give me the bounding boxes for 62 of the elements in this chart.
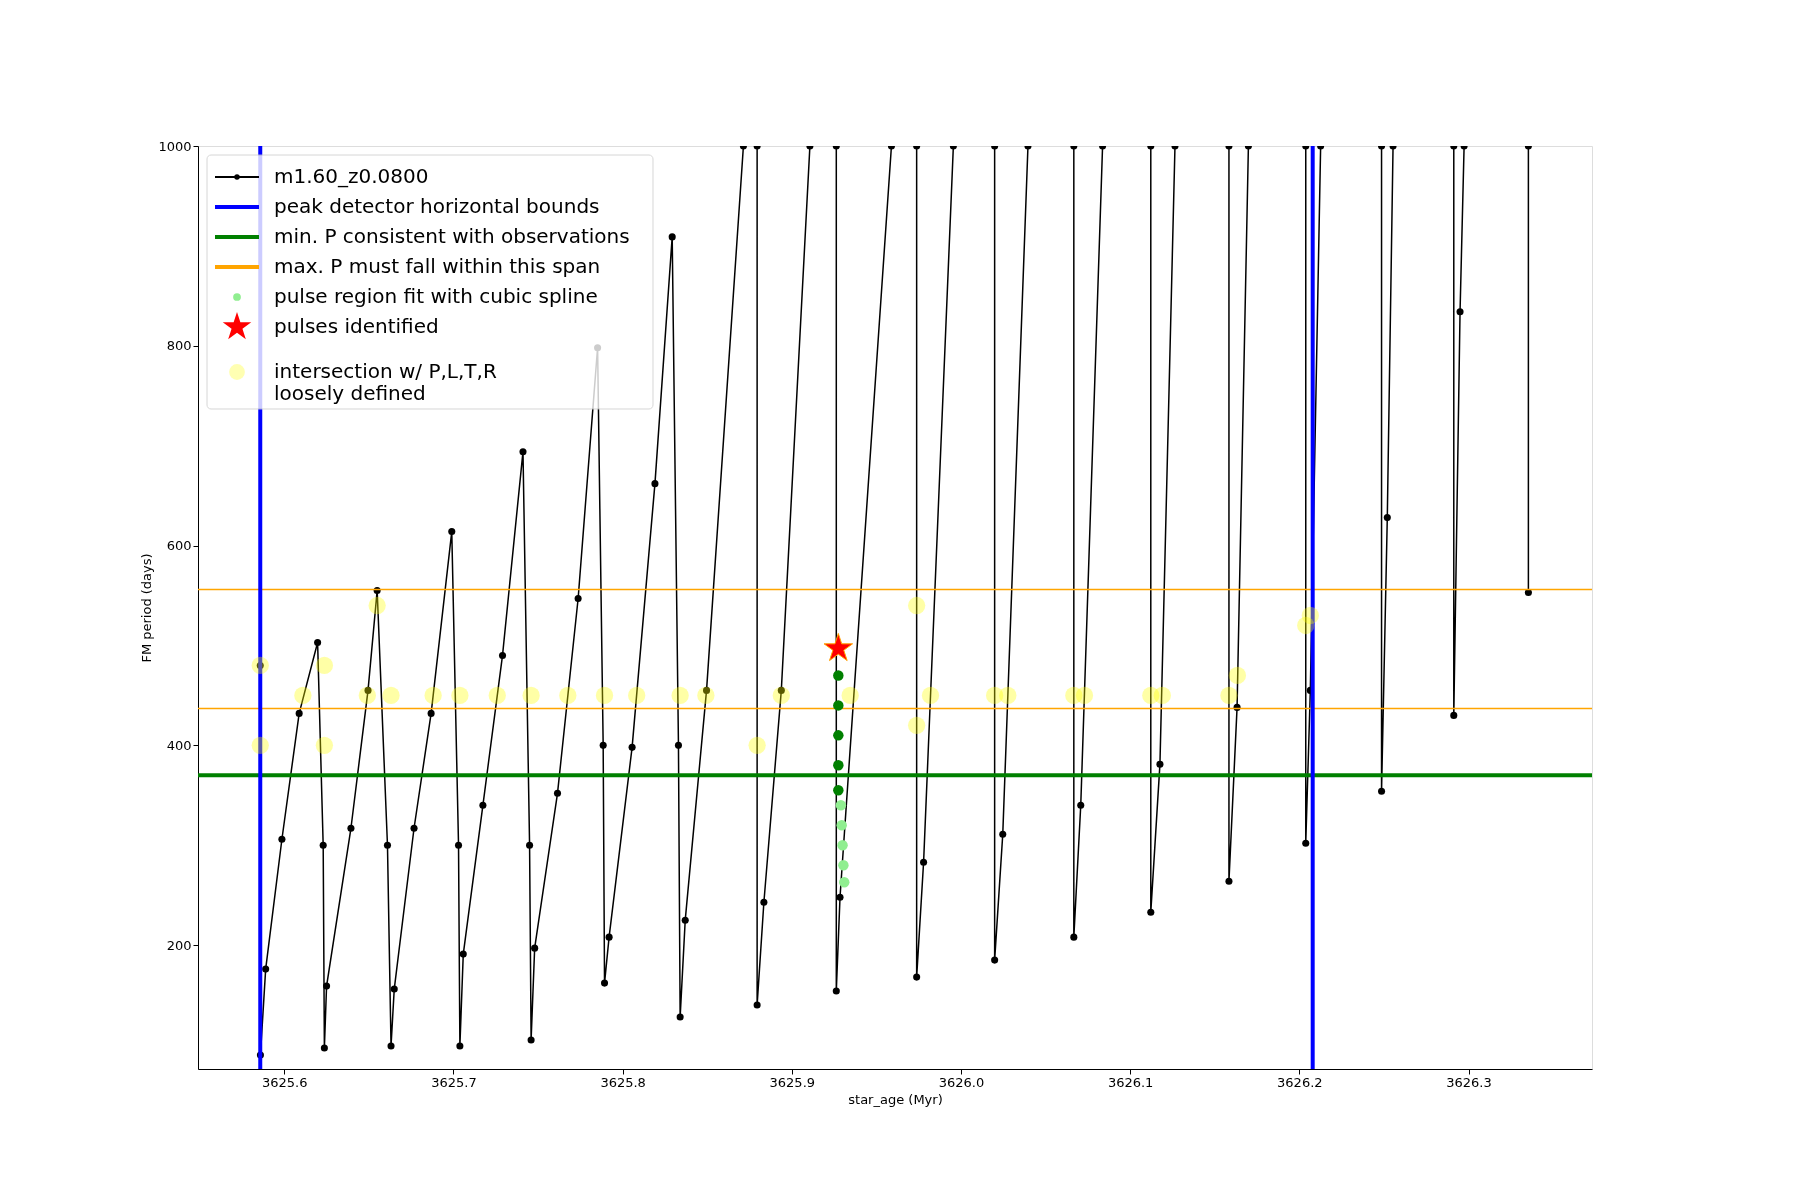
point	[559, 686, 577, 705]
point	[358, 686, 376, 705]
point	[522, 686, 540, 705]
x-tick-label: 3625.6	[262, 1074, 308, 1090]
point	[833, 730, 844, 741]
point	[907, 596, 926, 615]
legend-label: pulse region fit with cubic spline	[274, 284, 598, 308]
legend-label: pulses identified	[274, 314, 439, 338]
x-tick-label: 3625.8	[600, 1074, 646, 1090]
point	[1075, 686, 1094, 705]
point	[835, 800, 847, 811]
point	[294, 686, 312, 705]
legend-label: min. P consistent with observations	[274, 224, 630, 248]
y-tick-label: 200	[166, 937, 192, 953]
point	[251, 656, 269, 675]
x-tick-label: 3626.0	[938, 1074, 985, 1090]
point	[451, 686, 469, 705]
x-tick-label: 3626.3	[1446, 1074, 1492, 1090]
point	[823, 632, 854, 662]
x-tick-label: 3626.1	[1107, 1074, 1154, 1090]
point	[921, 686, 940, 705]
point	[999, 686, 1017, 705]
point	[424, 686, 442, 705]
y-tick-label: 400	[166, 737, 192, 753]
x-tick-label: 3625.7	[431, 1074, 477, 1090]
point	[671, 686, 689, 705]
point	[833, 785, 844, 796]
legend-label: max. P must fall within this span	[274, 254, 601, 278]
legend-label: m1.60_z0.0800	[274, 164, 429, 188]
point	[628, 686, 646, 705]
point	[1301, 606, 1319, 625]
point	[748, 736, 766, 754]
point	[488, 686, 506, 705]
point	[1153, 686, 1171, 705]
point	[772, 686, 790, 705]
legend-label: intersection w/ P,L,T,R loosely defined	[274, 359, 497, 405]
point	[907, 716, 926, 735]
point	[836, 820, 847, 831]
point	[833, 700, 844, 711]
x-tick-label: 3625.9	[769, 1074, 816, 1090]
point	[841, 686, 859, 705]
point	[595, 686, 614, 705]
point	[833, 760, 844, 771]
y-tick-label: 800	[166, 338, 192, 354]
point	[251, 736, 269, 754]
y-tick-label: 600	[166, 538, 192, 554]
point	[833, 670, 844, 681]
y-tick-label: 1000	[158, 138, 192, 154]
point	[837, 840, 848, 851]
x-tick-label: 3626.2	[1277, 1074, 1323, 1090]
point	[838, 859, 849, 871]
point	[368, 596, 386, 615]
point	[1220, 686, 1238, 705]
point	[839, 876, 850, 888]
point	[382, 686, 400, 705]
point	[1228, 666, 1247, 685]
point	[315, 736, 334, 754]
point	[315, 656, 334, 675]
x-axis-title: star_age (Myr)	[848, 1091, 943, 1107]
point	[697, 686, 715, 705]
ref-line-label: peak detector horizontal bounds	[274, 194, 600, 218]
y-axis-title: FM period (days)	[139, 553, 155, 663]
